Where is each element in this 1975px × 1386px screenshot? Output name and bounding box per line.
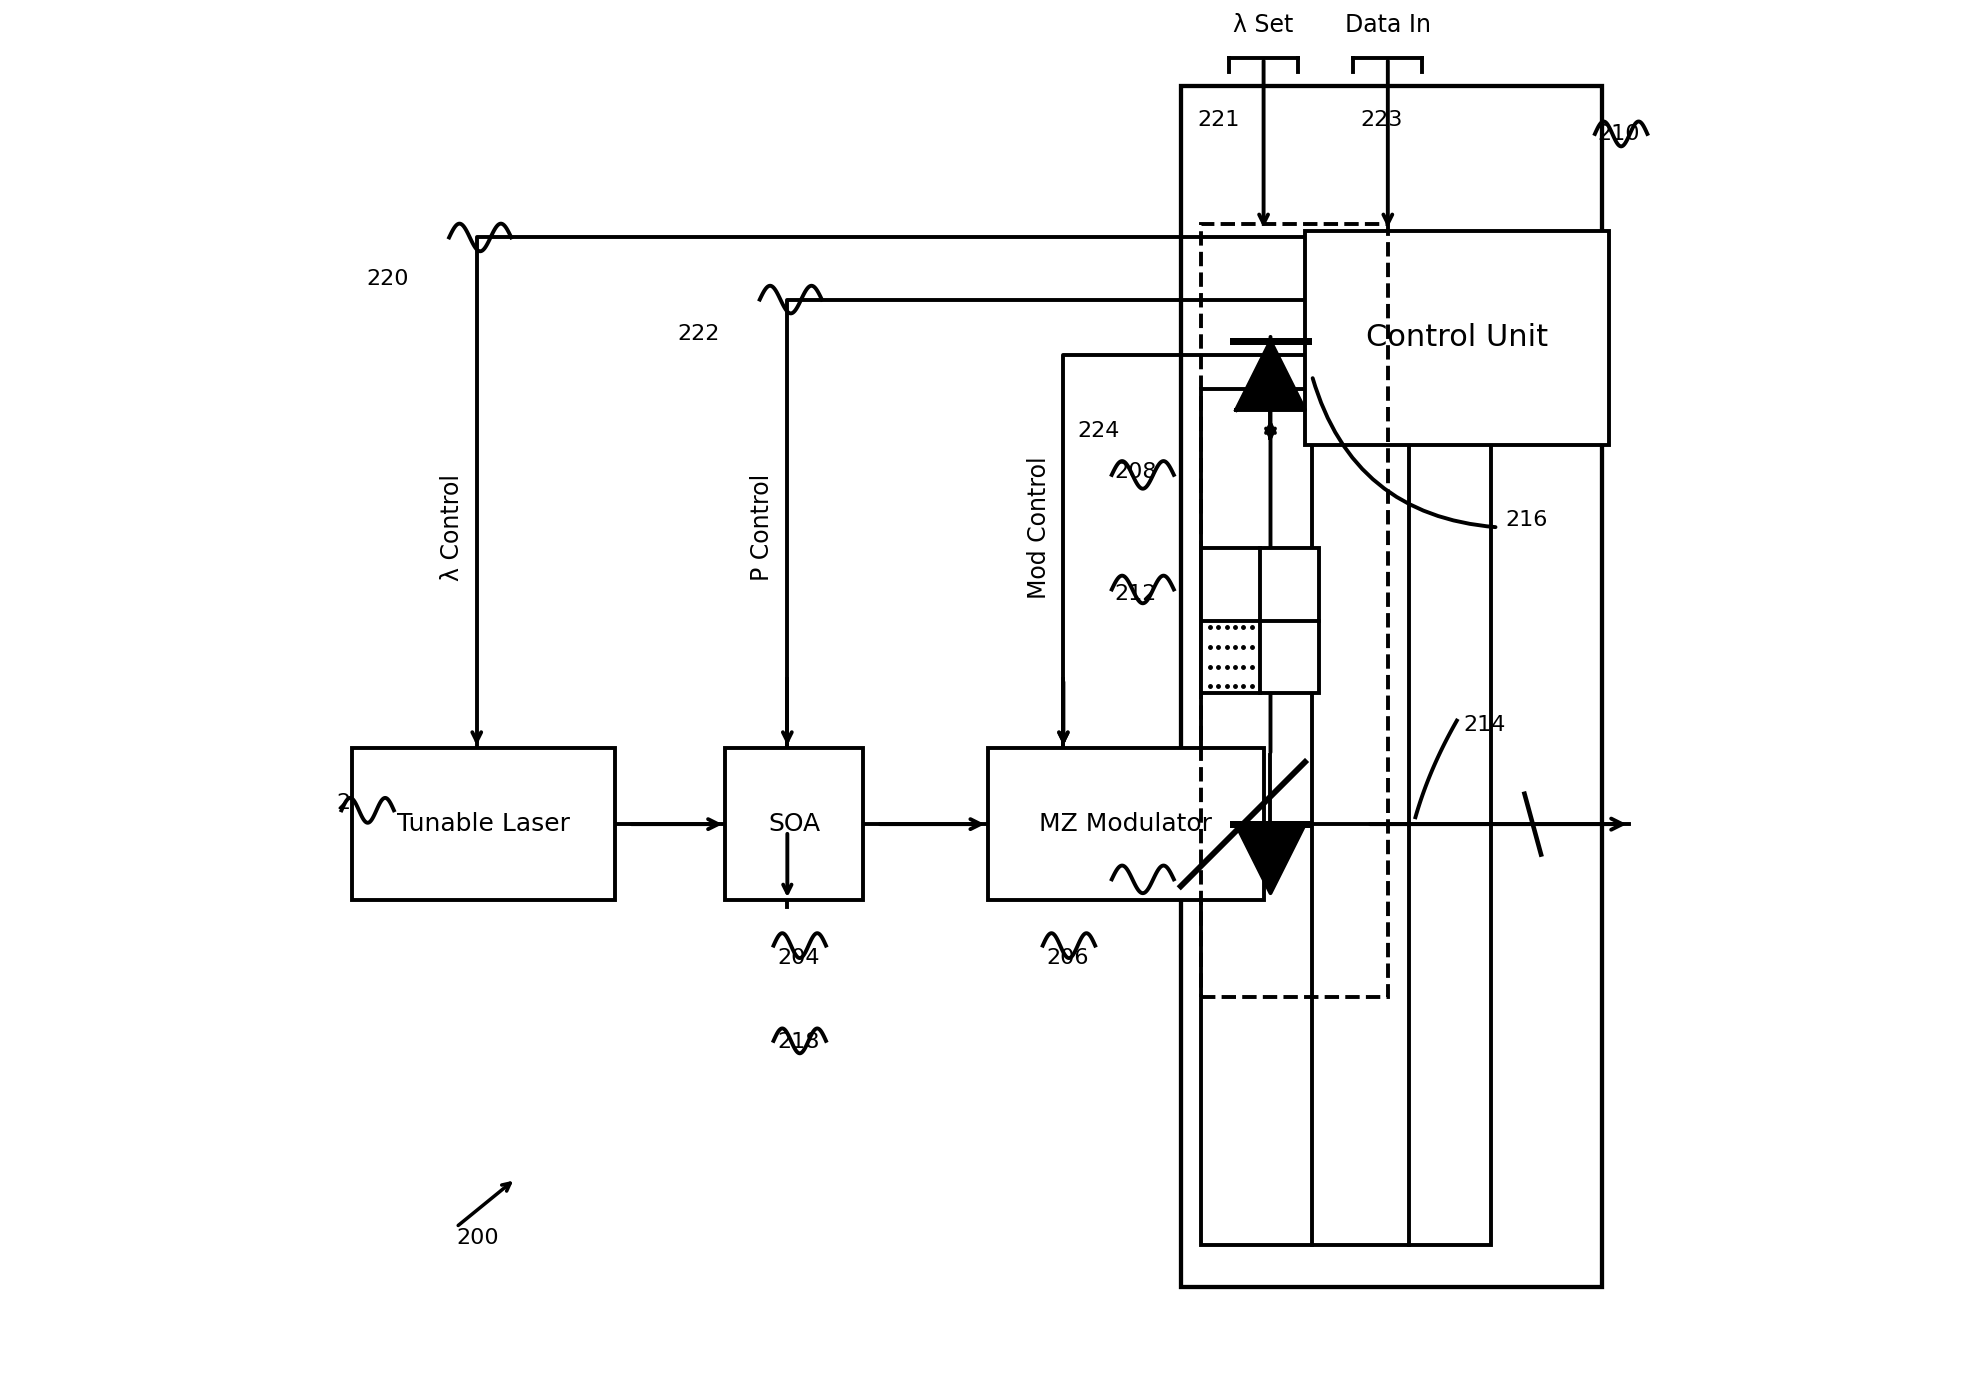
- Text: SOA: SOA: [768, 812, 820, 836]
- Text: 222: 222: [677, 324, 719, 344]
- Bar: [725, 748, 863, 900]
- Text: 218: 218: [778, 1033, 820, 1052]
- Text: 214: 214: [1463, 715, 1507, 735]
- Text: Tunable Laser: Tunable Laser: [397, 812, 571, 836]
- Bar: [988, 748, 1264, 900]
- Text: λ Control: λ Control: [440, 474, 464, 581]
- Text: 204: 204: [778, 948, 820, 967]
- Bar: [1201, 223, 1388, 997]
- Polygon shape: [1236, 341, 1305, 410]
- Bar: [1201, 547, 1319, 693]
- Bar: [352, 748, 614, 900]
- Text: P Control: P Control: [750, 474, 774, 581]
- Text: 200: 200: [456, 1228, 498, 1249]
- Text: Control Unit: Control Unit: [1367, 323, 1548, 352]
- Bar: [1305, 230, 1610, 445]
- Text: 216: 216: [1505, 510, 1548, 531]
- Text: 221: 221: [1197, 109, 1240, 130]
- Text: 220: 220: [365, 269, 409, 288]
- Text: 223: 223: [1361, 109, 1402, 130]
- Text: 208: 208: [1114, 462, 1157, 482]
- Bar: [1201, 389, 1491, 1245]
- Text: λ Set: λ Set: [1234, 14, 1294, 37]
- Text: 224: 224: [1076, 421, 1120, 441]
- Text: 219: 219: [1533, 366, 1576, 385]
- Text: Mod Control: Mod Control: [1027, 456, 1051, 599]
- Text: 206: 206: [1047, 948, 1090, 967]
- Polygon shape: [1236, 825, 1305, 893]
- Text: 210: 210: [1598, 123, 1639, 144]
- Bar: [1181, 86, 1602, 1286]
- Text: 202: 202: [336, 793, 379, 814]
- Text: 212: 212: [1114, 584, 1157, 604]
- Text: Data In: Data In: [1345, 14, 1430, 37]
- Text: 216: 216: [1112, 876, 1153, 897]
- Text: MZ Modulator: MZ Modulator: [1039, 812, 1213, 836]
